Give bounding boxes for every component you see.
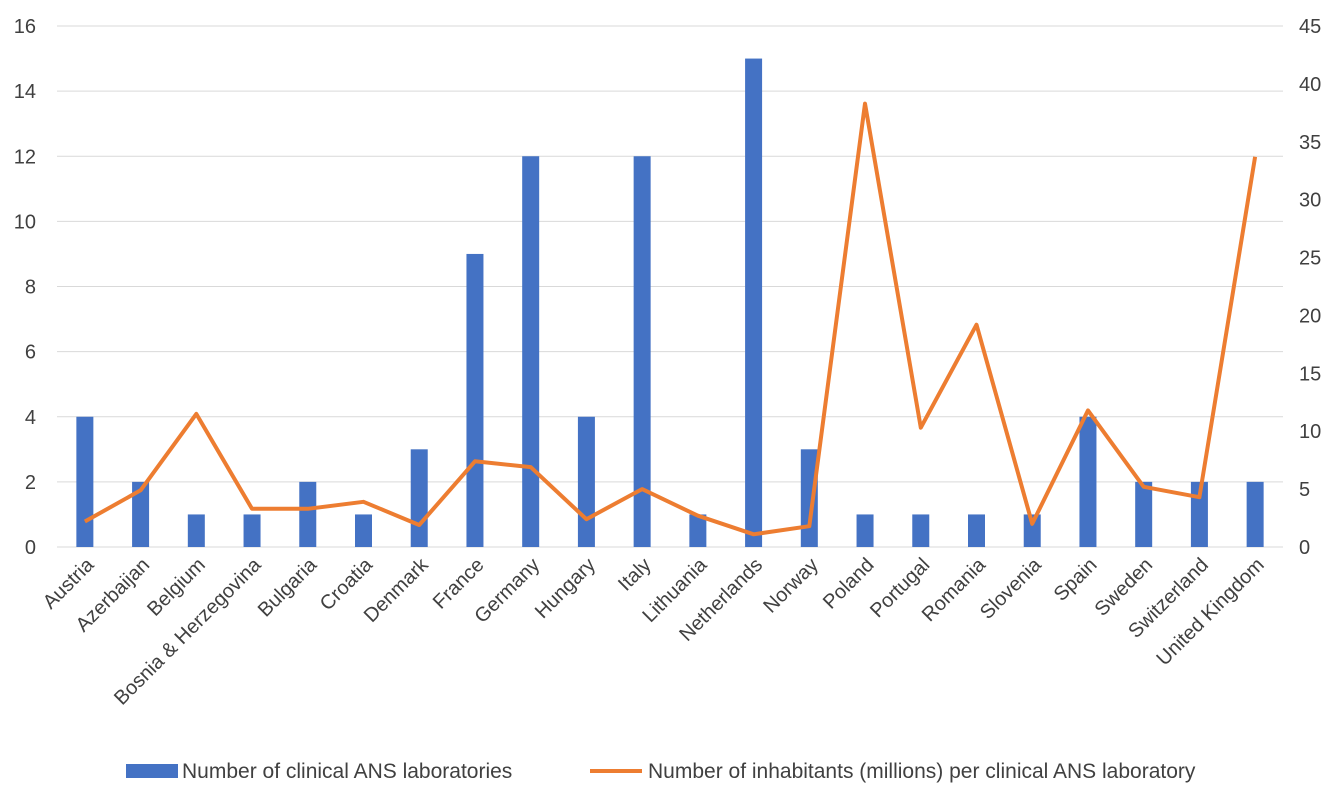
bar xyxy=(188,514,205,547)
bar xyxy=(355,514,372,547)
right-axis-ticks: 0 5 10 15 20 25 30 35 40 45 xyxy=(1299,16,1321,559)
legend-swatch-bar xyxy=(126,764,178,778)
left-axis-ticks: 0 2 4 6 8 10 12 14 16 xyxy=(14,16,36,559)
bar xyxy=(1135,482,1152,547)
right-tick-label: 15 xyxy=(1299,363,1321,385)
left-tick-label: 6 xyxy=(25,342,36,364)
bar xyxy=(857,514,874,547)
right-tick-label: 45 xyxy=(1299,16,1321,38)
right-tick-label: 35 xyxy=(1299,132,1321,154)
category-label: Spain xyxy=(1050,554,1102,606)
bar xyxy=(578,417,595,547)
bar xyxy=(745,59,762,547)
right-tick-label: 40 xyxy=(1299,74,1321,96)
bar xyxy=(411,449,428,547)
bar xyxy=(466,254,483,547)
legend: Number of clinical ANS laboratories Numb… xyxy=(126,760,1196,783)
category-label: Italy xyxy=(614,554,655,595)
left-tick-label: 10 xyxy=(14,211,36,233)
right-tick-label: 20 xyxy=(1299,305,1321,327)
category-label: Slovenia xyxy=(976,553,1046,623)
right-tick-label: 10 xyxy=(1299,421,1321,443)
left-tick-label: 12 xyxy=(14,146,36,168)
bar xyxy=(244,514,261,547)
category-label: Bulgaria xyxy=(254,553,322,621)
left-tick-label: 0 xyxy=(25,537,36,559)
bar xyxy=(1247,482,1264,547)
legend-label-line: Number of inhabitants (millions) per cli… xyxy=(648,760,1196,783)
left-tick-label: 4 xyxy=(25,407,36,429)
legend-label-bar: Number of clinical ANS laboratories xyxy=(182,760,512,783)
category-label: Hungary xyxy=(531,554,600,623)
bar xyxy=(912,514,929,547)
left-tick-label: 14 xyxy=(14,81,36,103)
bar-series xyxy=(76,59,1263,547)
bar xyxy=(299,482,316,547)
left-tick-label: 2 xyxy=(25,472,36,494)
gridlines xyxy=(57,26,1283,547)
right-tick-label: 0 xyxy=(1299,537,1310,559)
right-tick-label: 5 xyxy=(1299,479,1310,501)
bar xyxy=(801,449,818,547)
category-label: Norway xyxy=(759,554,822,617)
bar xyxy=(522,156,539,547)
left-tick-label: 16 xyxy=(14,16,36,38)
bar xyxy=(968,514,985,547)
bar xyxy=(1079,417,1096,547)
right-tick-label: 25 xyxy=(1299,248,1321,270)
bar xyxy=(76,417,93,547)
right-tick-label: 30 xyxy=(1299,190,1321,212)
left-tick-label: 8 xyxy=(25,277,36,299)
